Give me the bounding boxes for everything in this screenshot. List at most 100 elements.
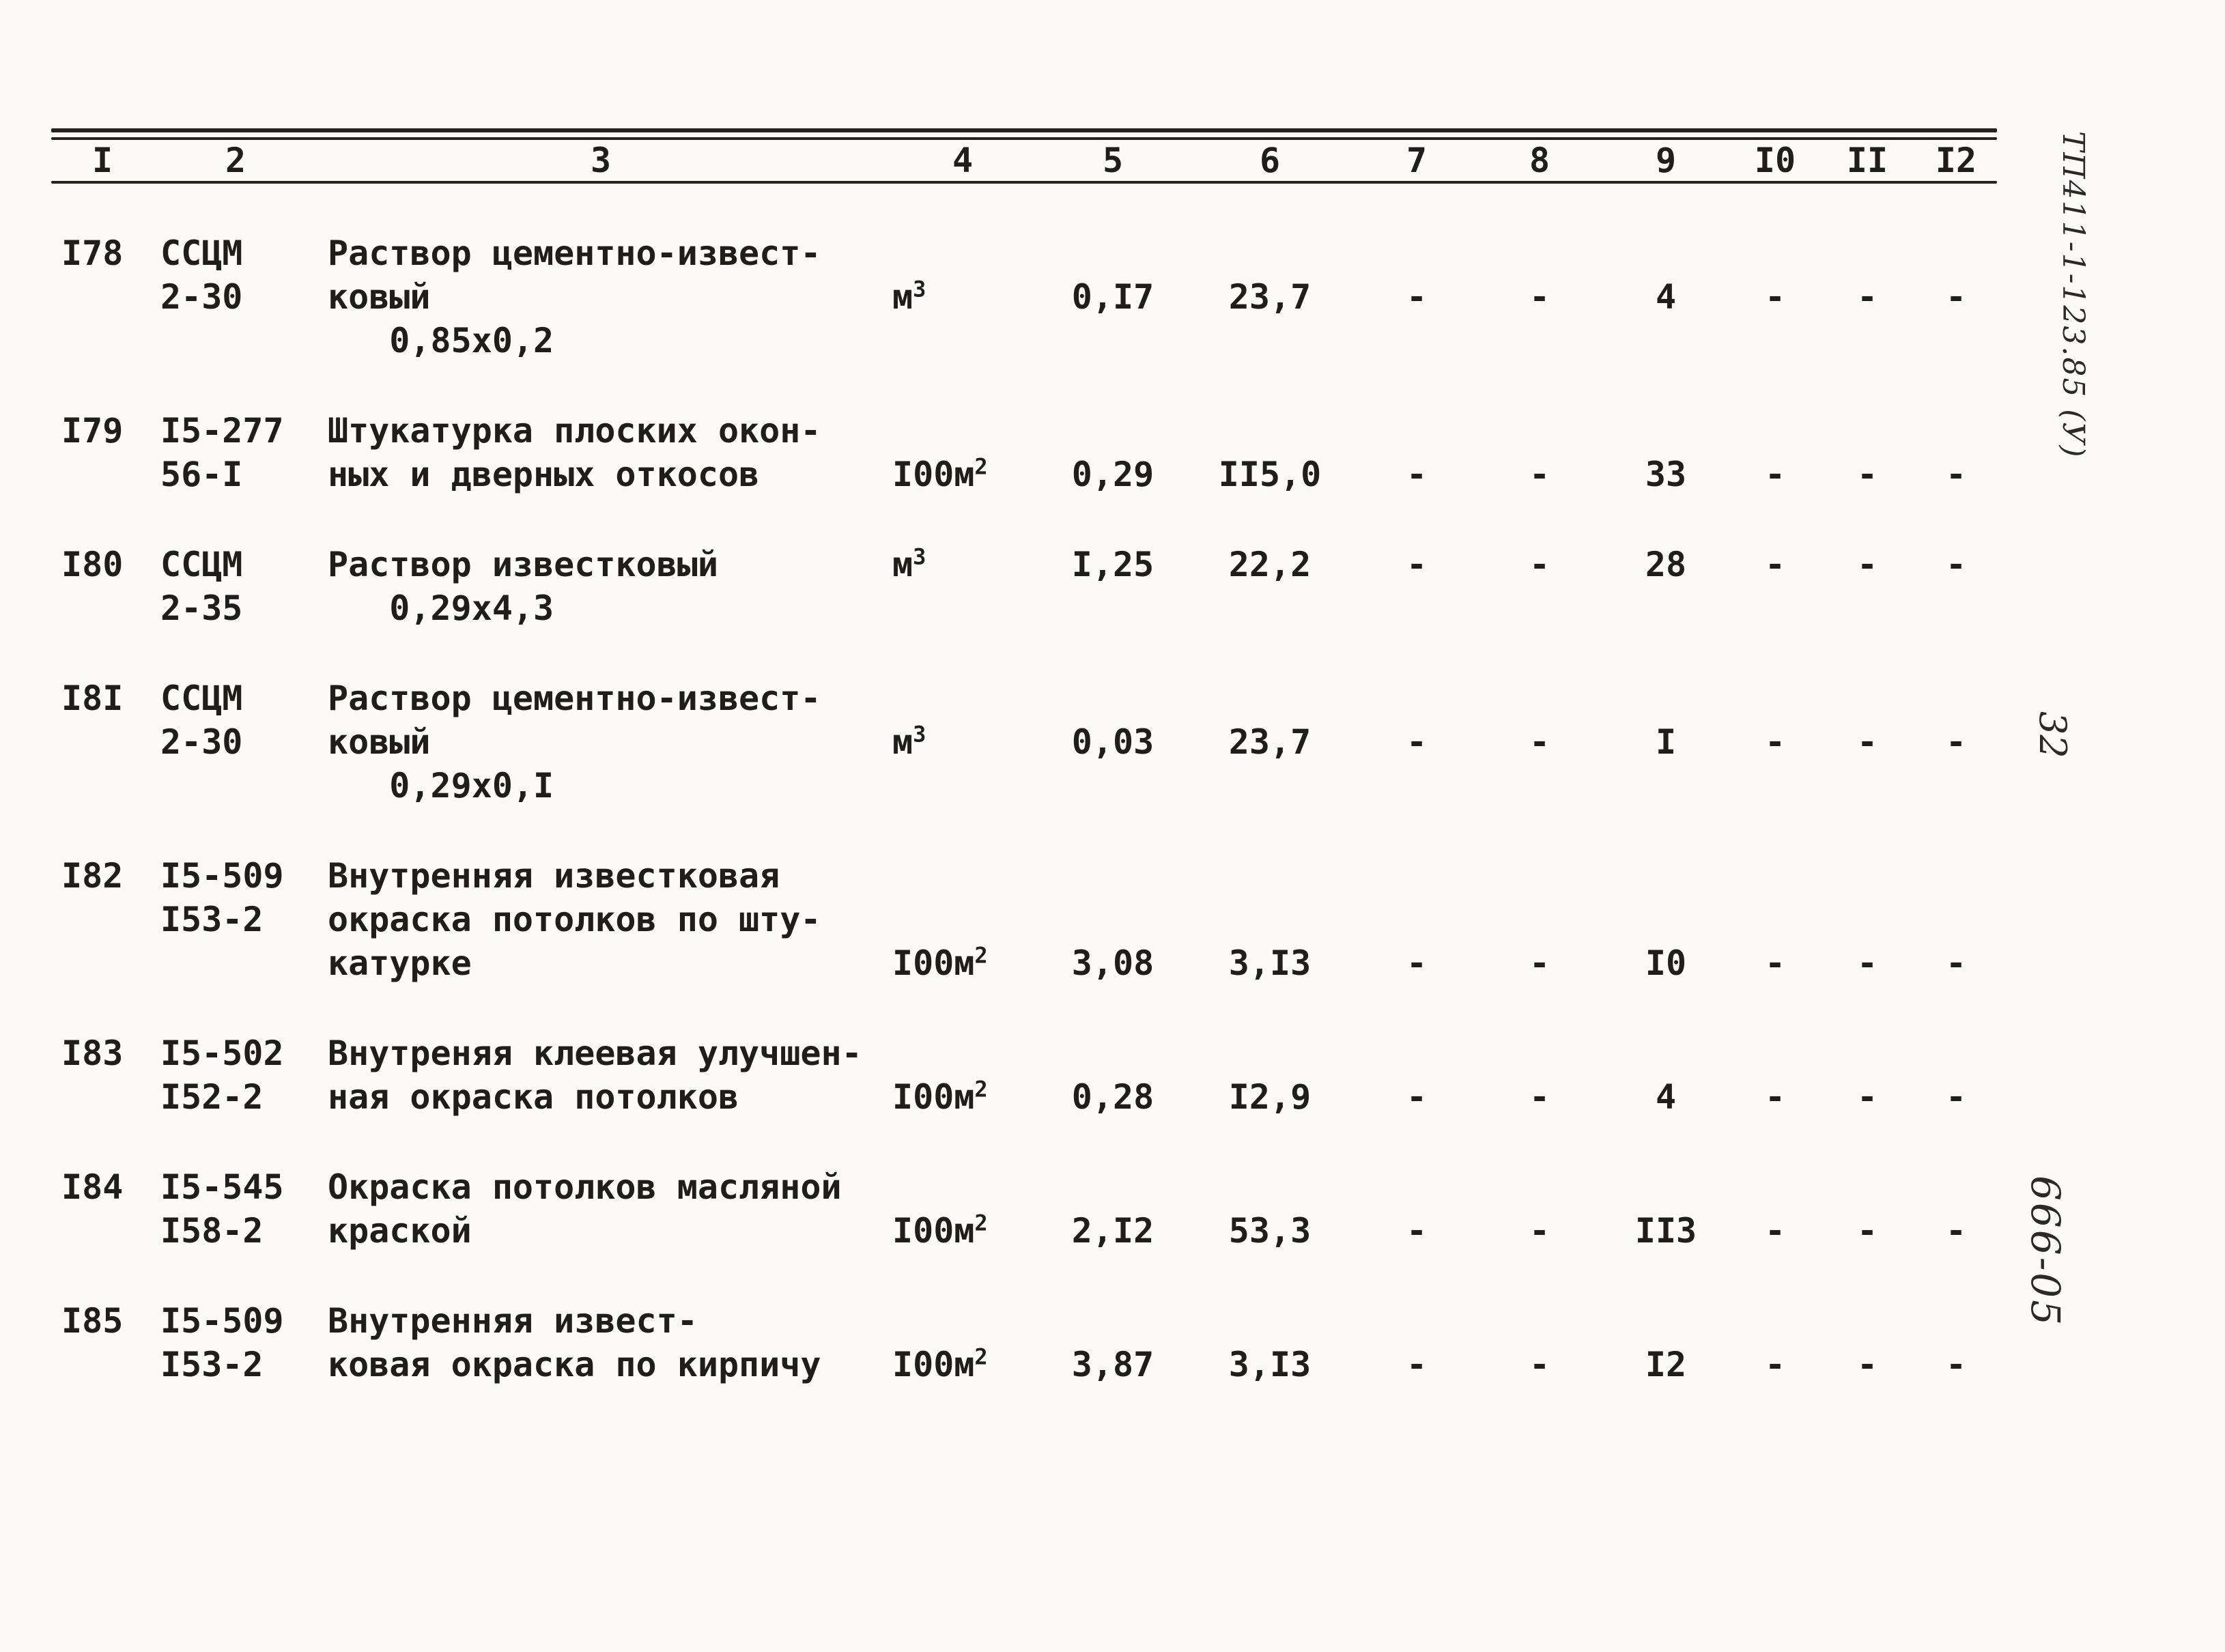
dash-cell: -	[1856, 1345, 1878, 1384]
dash-cell: -	[1529, 455, 1550, 494]
unit-base: I00м	[892, 455, 975, 494]
column-header: 4	[952, 141, 974, 180]
column-header: 7	[1406, 141, 1428, 180]
quantity-cell: 3,87	[1071, 1345, 1154, 1384]
unit-price-cell: I2,9	[1228, 1077, 1312, 1117]
unit-cell: I00м2	[884, 1165, 1041, 1253]
unit-cell: I00м2	[884, 854, 1041, 985]
unit-price-cell: 22,2	[1228, 545, 1312, 584]
unit-exponent: 2	[974, 1343, 988, 1370]
dash-cell: -	[1529, 943, 1550, 983]
dash-cell: -	[1764, 455, 1786, 494]
work-description: Раствор цементно-извест- ковый 0,29х0,I	[328, 679, 821, 806]
quantity-cell: 0,03	[1071, 722, 1154, 762]
dash-cell: -	[1764, 1345, 1786, 1384]
dash-cell: -	[1406, 1211, 1428, 1251]
work-description: Внутренняя извест- ковая окраска по кирп…	[328, 1301, 821, 1384]
dash-cell: -	[1856, 455, 1878, 494]
work-description: Внутреняя клеевая улучшен- ная окраска п…	[328, 1034, 862, 1117]
unit-exponent: 2	[974, 1210, 988, 1236]
unit-price-cell: 23,7	[1228, 277, 1312, 317]
dash-cell: -	[1856, 722, 1878, 762]
unit-cell: м3	[884, 677, 1041, 808]
dash-cell: -	[1529, 277, 1550, 317]
quantity-cell: I,25	[1071, 545, 1154, 584]
table-body: I78 ССЦМ 2-30 Раствор цементно-извест- к…	[51, 231, 1997, 1386]
column-header: 9	[1655, 141, 1677, 180]
dash-cell: -	[1945, 943, 1967, 983]
unit-price-cell: 23,7	[1228, 722, 1312, 762]
norm-code: I5-277 56-I	[160, 411, 284, 494]
dash-cell: -	[1945, 277, 1967, 317]
norm-code: ССЦМ 2-30	[160, 679, 243, 762]
total-cell: 4	[1655, 1077, 1677, 1117]
column-header: II	[1846, 141, 1888, 180]
row-number: I80	[61, 545, 124, 584]
dash-cell: -	[1856, 1211, 1878, 1251]
estimate-table: I 2 3 4 5 6 7 8 9 I0 II I2 I78 ССЦМ 2-30…	[51, 128, 1997, 1433]
table-row: I8I ССЦМ 2-30 Раствор цементно-извест- к…	[51, 677, 1997, 808]
norm-code: I5-545 I58-2	[160, 1167, 284, 1251]
unit-exponent: 3	[913, 276, 926, 302]
table-row: I79 I5-277 56-I Штукатурка плоских окон-…	[51, 409, 1997, 496]
column-header: 2	[225, 141, 246, 180]
quantity-cell: 3,08	[1071, 943, 1154, 983]
row-number: I78	[61, 233, 124, 273]
row-number: I79	[61, 411, 124, 451]
dash-cell: -	[1406, 943, 1428, 983]
unit-price-cell: 3,I3	[1228, 943, 1312, 983]
quantity-cell: 2,I2	[1071, 1211, 1154, 1251]
dash-cell: -	[1529, 1077, 1550, 1117]
total-cell: 28	[1645, 545, 1687, 584]
column-header: I	[91, 141, 113, 180]
series-code-label: 666-05	[2022, 1176, 2069, 1328]
total-cell: II3	[1634, 1211, 1697, 1251]
unit-base: I00м	[892, 943, 975, 983]
dash-cell: -	[1945, 455, 1967, 494]
table-header-underline	[51, 181, 1997, 184]
unit-base: м	[892, 277, 913, 317]
unit-base: I00м	[892, 1211, 975, 1251]
work-description: Штукатурка плоских окон- ных и дверных о…	[328, 411, 821, 494]
dash-cell: -	[1406, 1077, 1428, 1117]
dash-cell: -	[1945, 1345, 1967, 1384]
table-row: I84 I5-545 I58-2 Окраска потолков маслян…	[51, 1165, 1997, 1253]
page-number-label: 32	[2031, 711, 2074, 758]
column-header: I0	[1754, 141, 1796, 180]
dash-cell: -	[1529, 545, 1550, 584]
dash-cell: -	[1764, 722, 1786, 762]
total-cell: I2	[1645, 1345, 1687, 1384]
unit-cell: I00м2	[884, 1299, 1041, 1386]
column-header: 3	[590, 141, 612, 180]
norm-code: I5-509 I53-2	[160, 1301, 284, 1384]
table-row: I83 I5-502 I52-2 Внутреняя клеевая улучш…	[51, 1031, 1997, 1119]
unit-exponent: 2	[974, 1076, 988, 1102]
table-row: I85 I5-509 I53-2 Внутренняя извест- кова…	[51, 1299, 1997, 1386]
column-header: 5	[1102, 141, 1124, 180]
unit-base: I00м	[892, 1077, 975, 1117]
total-cell: I	[1655, 722, 1677, 762]
dash-cell: -	[1406, 545, 1428, 584]
unit-exponent: 2	[974, 453, 988, 480]
dash-cell: -	[1406, 277, 1428, 317]
document-number-label: ТП411-1-123.85 (У)	[2056, 131, 2091, 459]
column-header: I2	[1935, 141, 1977, 180]
dash-cell: -	[1945, 1077, 1967, 1117]
dash-cell: -	[1945, 722, 1967, 762]
dash-cell: -	[1529, 722, 1550, 762]
dash-cell: -	[1945, 545, 1967, 584]
dash-cell: -	[1856, 545, 1878, 584]
norm-code: ССЦМ 2-30	[160, 233, 243, 317]
unit-cell: I00м2	[884, 409, 1041, 496]
table-row: I82 I5-509 I53-2 Внутренняя известковая …	[51, 854, 1997, 985]
quantity-cell: 0,29	[1071, 455, 1154, 494]
table-top-rule-second	[51, 137, 1997, 140]
unit-cell: I00м2	[884, 1031, 1041, 1119]
row-number: I85	[61, 1301, 124, 1341]
dash-cell: -	[1764, 1211, 1786, 1251]
total-cell: I0	[1645, 943, 1687, 983]
unit-price-cell: 3,I3	[1228, 1345, 1312, 1384]
dash-cell: -	[1764, 277, 1786, 317]
dash-cell: -	[1856, 277, 1878, 317]
